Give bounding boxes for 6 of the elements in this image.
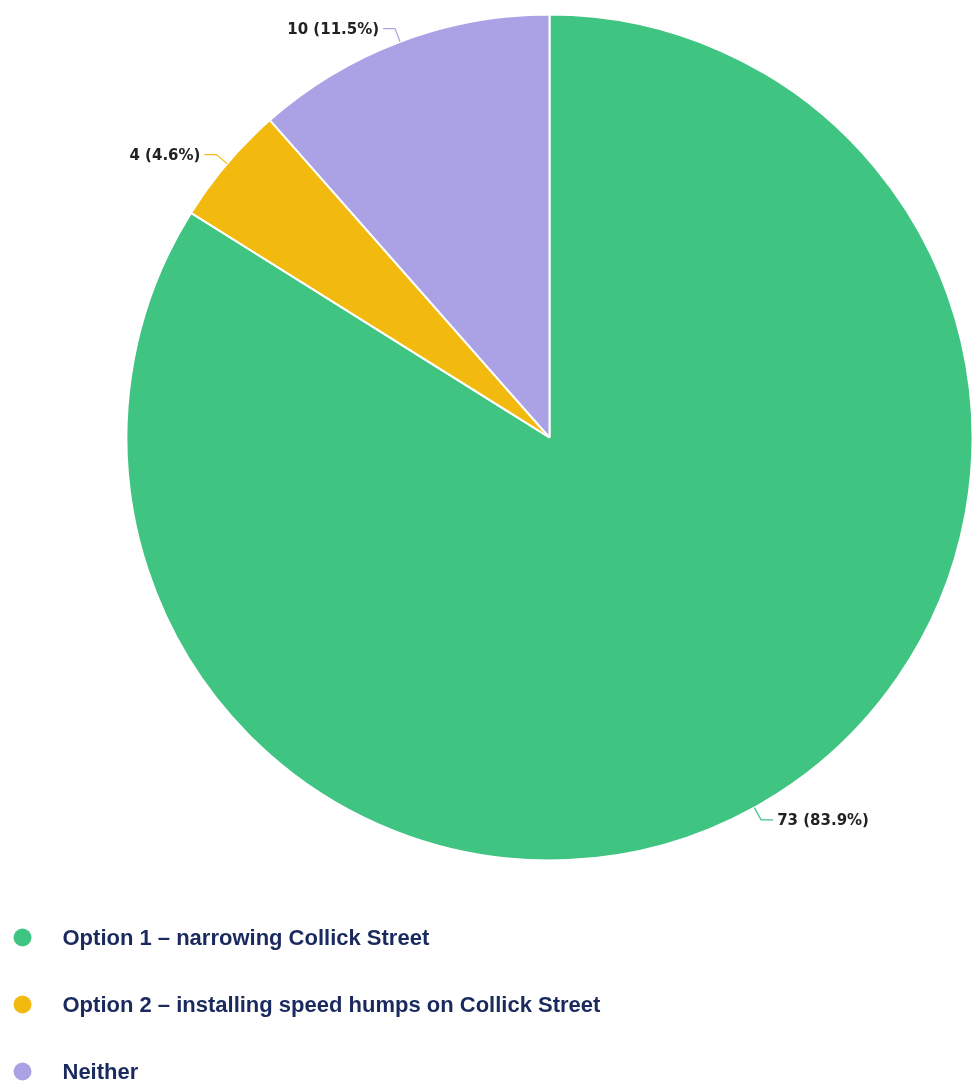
data-label: 4 (4.6%) <box>129 145 201 164</box>
data-label: 10 (11.5%) <box>287 19 380 38</box>
legend-label: Option 2 – installing speed humps on Collick Street <box>62 992 602 1017</box>
legend-label: Neither <box>62 1059 139 1083</box>
data-label: 73 (83.9%) <box>777 810 869 829</box>
legend-label: Option 1 – narrowing Collick Street <box>62 925 430 950</box>
